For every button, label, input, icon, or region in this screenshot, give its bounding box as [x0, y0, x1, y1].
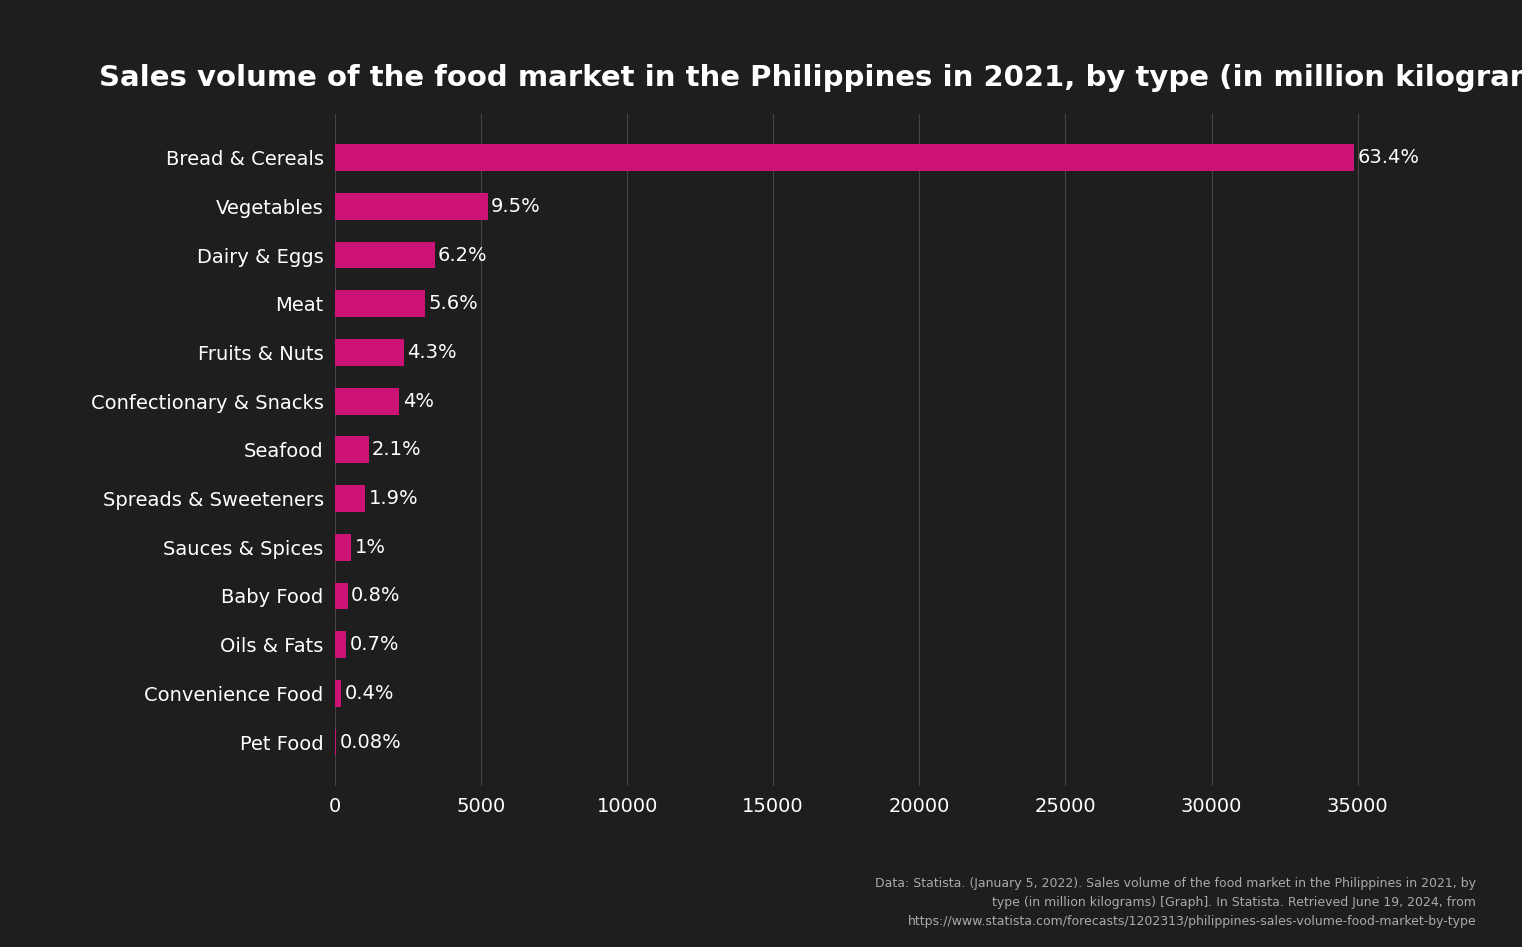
Text: 1%: 1% — [355, 538, 385, 557]
Text: 0.4%: 0.4% — [345, 684, 394, 703]
Bar — [335, 241, 435, 268]
Bar — [335, 582, 347, 609]
Bar — [335, 437, 368, 463]
Bar — [335, 339, 403, 366]
Text: 0.08%: 0.08% — [339, 733, 402, 752]
Text: 63.4%: 63.4% — [1358, 148, 1420, 167]
Text: Data: Statista. (January 5, 2022). Sales volume of the food market in the Philip: Data: Statista. (January 5, 2022). Sales… — [875, 877, 1476, 928]
Bar — [335, 680, 341, 706]
Text: 4%: 4% — [403, 392, 434, 411]
Text: 9.5%: 9.5% — [492, 197, 540, 216]
Text: 0.7%: 0.7% — [350, 635, 399, 654]
Text: 0.8%: 0.8% — [352, 586, 400, 605]
Text: 4.3%: 4.3% — [408, 343, 457, 362]
Bar — [335, 387, 399, 415]
Bar — [335, 632, 345, 658]
Bar — [335, 291, 425, 317]
Text: 6.2%: 6.2% — [438, 245, 487, 264]
Bar — [335, 193, 487, 220]
Text: 2.1%: 2.1% — [371, 440, 422, 459]
Text: 5.6%: 5.6% — [428, 295, 478, 313]
Text: 1.9%: 1.9% — [368, 489, 419, 508]
Bar — [335, 534, 352, 561]
Bar — [335, 144, 1355, 171]
Bar — [335, 485, 365, 512]
Text: Sales volume of the food market in the Philippines in 2021, by type (in million : Sales volume of the food market in the P… — [99, 63, 1522, 92]
